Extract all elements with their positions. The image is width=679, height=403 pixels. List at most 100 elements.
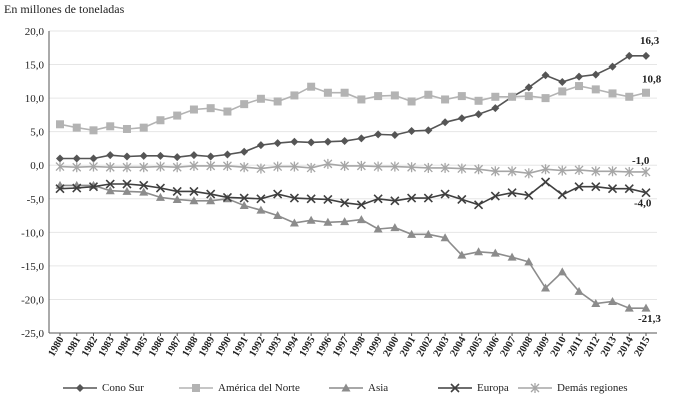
data-point	[507, 166, 517, 177]
x-tick-label: 2004	[448, 334, 468, 358]
data-point	[306, 194, 316, 204]
data-point	[642, 51, 650, 60]
data-point-stroke	[440, 189, 450, 199]
x-tick-label: 1994	[281, 334, 301, 358]
data-point	[457, 194, 467, 205]
data-point	[591, 70, 600, 79]
x-tick-label: 2009	[532, 335, 552, 359]
data-point-stroke	[373, 194, 383, 204]
data-point	[557, 165, 567, 176]
data-point	[206, 160, 216, 171]
data-point	[122, 152, 131, 161]
data-point-stroke	[540, 177, 551, 187]
data-point-stroke	[55, 184, 65, 194]
y-tick-label: -5,0	[27, 194, 45, 206]
data-point	[574, 286, 584, 295]
data-point	[206, 104, 215, 113]
data-point	[374, 92, 383, 101]
data-point	[206, 189, 216, 199]
x-tick-label: 1989	[197, 335, 217, 359]
data-point	[557, 267, 567, 276]
y-tick-label: 5,0	[30, 127, 44, 139]
data-point	[474, 110, 483, 119]
data-point	[139, 151, 148, 160]
data-point-stroke	[256, 194, 266, 204]
data-point	[357, 95, 366, 104]
legend-item: Asia	[328, 382, 388, 394]
end-label: 16,3	[640, 35, 660, 47]
data-point	[122, 124, 131, 133]
data-point-stroke	[189, 186, 199, 196]
x-tick-label: 1990	[214, 335, 234, 359]
data-point	[642, 88, 650, 97]
end-label: -21,3	[638, 313, 661, 325]
data-point	[223, 107, 232, 116]
data-point	[390, 161, 400, 172]
data-point	[122, 186, 132, 195]
data-point	[206, 196, 216, 205]
data-point-stroke	[423, 193, 433, 203]
data-point	[256, 194, 266, 204]
data-point	[172, 186, 182, 196]
data-point	[72, 123, 81, 132]
legend-label: América del Norte	[218, 382, 300, 394]
y-tick-label: -15,0	[21, 261, 44, 273]
data-point	[574, 164, 584, 175]
data-point	[340, 160, 350, 171]
data-point	[390, 223, 400, 232]
data-point	[474, 96, 483, 105]
x-tick-label: 1991	[231, 335, 251, 359]
data-point	[156, 151, 165, 160]
data-point	[407, 193, 417, 203]
data-point	[173, 111, 182, 120]
data-point	[608, 166, 617, 177]
data-point	[575, 72, 584, 81]
x-tick-label: 1998	[348, 335, 368, 359]
data-point	[424, 90, 433, 99]
data-point	[76, 384, 84, 392]
data-point	[239, 193, 249, 203]
data-point	[306, 162, 316, 173]
data-point	[189, 196, 199, 205]
series-europa	[55, 177, 651, 210]
data-point-stroke	[507, 188, 517, 198]
data-point	[222, 192, 232, 203]
data-point	[541, 94, 550, 103]
data-point	[139, 187, 149, 196]
data-point	[273, 189, 283, 199]
data-point	[155, 161, 165, 172]
data-point	[340, 137, 349, 146]
x-tick-label: 1993	[264, 335, 284, 359]
x-tick-label: 1984	[114, 334, 134, 358]
data-point	[624, 303, 634, 312]
data-point	[239, 200, 249, 209]
data-point-stroke	[607, 184, 618, 194]
y-tick-label: -20,0	[21, 294, 44, 306]
data-point	[173, 153, 182, 162]
data-point	[156, 116, 165, 125]
legend-item: Demás regiones	[517, 382, 628, 394]
data-point	[641, 303, 651, 312]
end-labels: 16,3 10,8 -21,3 -4,0 -1,0	[632, 35, 662, 325]
x-tick-label: 2014	[616, 334, 636, 358]
data-point-stroke	[450, 383, 460, 393]
data-point	[491, 104, 500, 113]
data-point	[105, 179, 115, 189]
data-point-stroke	[457, 194, 467, 205]
data-point-stroke	[524, 190, 534, 200]
data-point	[608, 89, 617, 98]
data-point	[474, 164, 484, 175]
data-point-stroke	[88, 182, 99, 192]
data-point	[540, 177, 551, 187]
data-point-stroke	[624, 184, 634, 194]
legend-swatch	[438, 383, 472, 393]
series-line	[60, 184, 646, 310]
data-point	[256, 94, 265, 103]
x-tick-label: 2013	[599, 335, 619, 359]
y-tick-label: 0,0	[30, 160, 44, 172]
series-line	[60, 54, 646, 160]
data-point	[341, 383, 351, 392]
data-point	[307, 138, 316, 147]
data-point	[240, 147, 249, 156]
data-point	[189, 151, 198, 160]
